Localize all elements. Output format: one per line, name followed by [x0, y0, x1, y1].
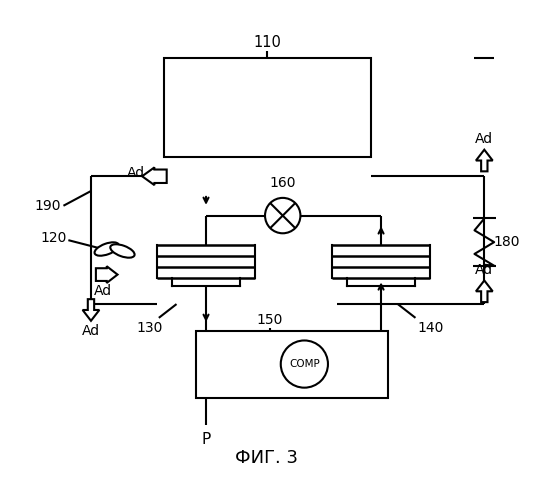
Text: 110: 110 — [253, 36, 281, 51]
Text: 130: 130 — [137, 321, 163, 335]
Text: 190: 190 — [34, 198, 60, 213]
Circle shape — [281, 340, 328, 388]
Polygon shape — [96, 266, 117, 283]
Text: 140: 140 — [417, 321, 444, 335]
Text: ФИГ. 3: ФИГ. 3 — [235, 450, 297, 468]
Bar — [164, 58, 371, 156]
Text: Ad: Ad — [475, 132, 494, 146]
Circle shape — [265, 198, 301, 234]
Text: 150: 150 — [257, 312, 283, 326]
Text: Ad: Ad — [127, 166, 145, 180]
Polygon shape — [476, 280, 492, 302]
Text: Ad: Ad — [82, 324, 100, 338]
Text: COMP: COMP — [289, 359, 320, 369]
Text: 120: 120 — [40, 231, 67, 245]
Ellipse shape — [110, 244, 135, 258]
Text: 160: 160 — [270, 176, 296, 190]
Bar — [196, 330, 388, 398]
Text: Ad: Ad — [475, 262, 494, 276]
Text: Ad: Ad — [94, 284, 112, 298]
Text: P: P — [201, 432, 211, 447]
Text: 180: 180 — [493, 235, 520, 249]
Ellipse shape — [94, 242, 119, 256]
Polygon shape — [83, 299, 99, 321]
Polygon shape — [476, 150, 492, 172]
Polygon shape — [142, 168, 167, 185]
